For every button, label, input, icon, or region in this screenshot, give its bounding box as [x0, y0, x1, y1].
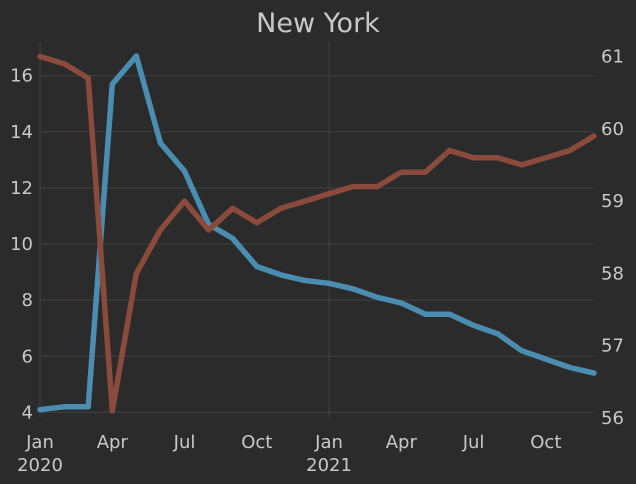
x-tick-label: Apr	[97, 432, 129, 453]
series-line-right-axis	[37, 53, 597, 414]
x-tick-label: Jan	[314, 432, 343, 453]
y-left-tick-label: 4	[22, 402, 33, 423]
y-right-tick-label: 60	[601, 119, 624, 140]
y-left-tick-label: 6	[22, 346, 33, 367]
y-right-tick-label: 58	[601, 263, 624, 284]
x-tick-label: Jan	[25, 432, 54, 453]
x-tick-label: Oct	[530, 432, 561, 453]
series-line-left-axis	[37, 53, 597, 413]
chart-title: New York	[256, 8, 380, 39]
y-left-tick-label: 14	[10, 122, 33, 143]
y-right-tick-label: 59	[601, 191, 624, 212]
x-tick-label: Jul	[173, 432, 196, 453]
y-right-tick-label: 61	[601, 46, 624, 67]
series-layer	[37, 53, 597, 414]
x-tick-label: Jul	[462, 432, 485, 453]
x-tick-year-label: 2020	[17, 455, 63, 476]
y-left-tick-label: 16	[10, 66, 33, 87]
x-tick-label: Apr	[386, 432, 418, 453]
y-left-tick-label: 8	[22, 290, 33, 311]
x-tick-year-label: 2021	[306, 455, 352, 476]
y-left-tick-label: 12	[10, 178, 33, 199]
y-right-tick-label: 57	[601, 336, 624, 357]
y-right-tick-label: 56	[601, 408, 624, 429]
y-left-tick-label: 10	[10, 234, 33, 255]
x-tick-label: Oct	[241, 432, 272, 453]
